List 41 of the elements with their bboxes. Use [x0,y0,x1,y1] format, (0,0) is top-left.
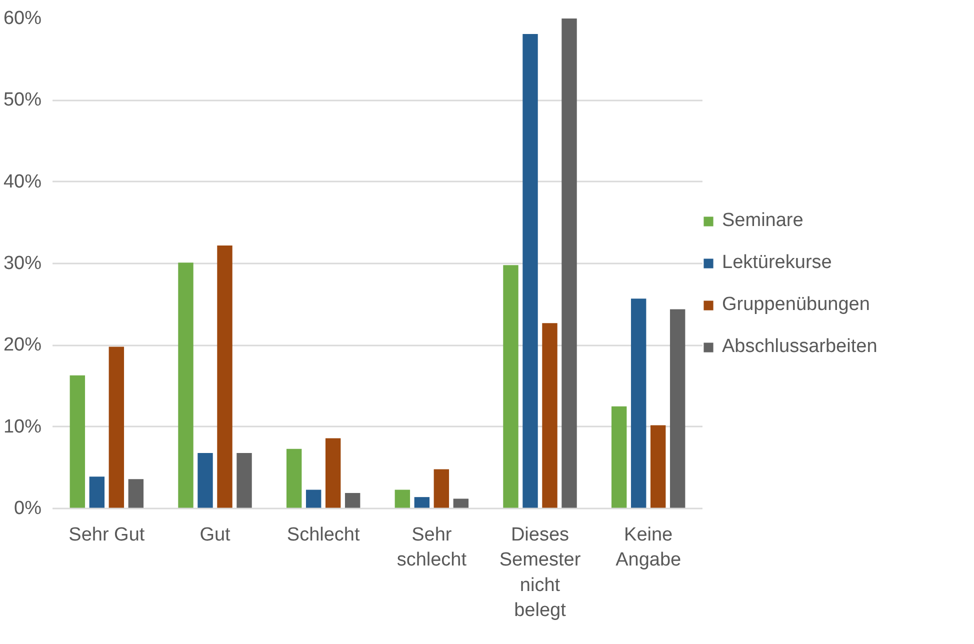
bar [630,298,646,508]
bar [670,309,686,508]
bar [178,262,194,508]
bar [453,498,469,508]
x-tick-label: Sehr schlecht [396,524,468,571]
bar [414,497,430,508]
y-tick-label: 60% [3,8,42,29]
bar [89,476,105,508]
bar [522,34,538,508]
bar [286,448,302,508]
y-tick-label: 40% [3,171,42,192]
bar [394,490,410,508]
bar [306,490,322,508]
x-tick-label: Keine Angabe [616,524,682,571]
legend-label: Abschlussarbeiten [722,336,878,358]
bar [503,265,518,508]
bar [611,406,627,508]
bar [108,346,124,508]
bar [562,18,577,508]
bar [128,479,144,508]
x-tick-label: Gut [200,524,232,546]
bar [434,469,450,508]
x-tick-label: Sehr Gut [68,524,146,546]
bar [344,492,360,508]
y-tick-label: 30% [3,253,42,274]
legend-label: Lektürekurse [722,252,832,274]
y-tick-label: 50% [3,90,42,111]
y-tick-label: 0% [14,498,42,519]
bar [217,246,232,508]
bar [70,375,86,508]
bar [236,452,252,508]
y-tick-label: 10% [3,416,42,438]
y-tick-label: 20% [3,334,42,356]
bar [325,438,341,508]
legend-label: Seminare [722,210,804,232]
x-tick-label: Dieses Semester nicht belegt [499,524,582,622]
x-tick-label: Schlecht [286,524,360,546]
legend-label: Gruppenübungen [722,294,870,316]
bar [198,452,213,508]
bar [542,323,558,508]
bar [650,425,666,508]
